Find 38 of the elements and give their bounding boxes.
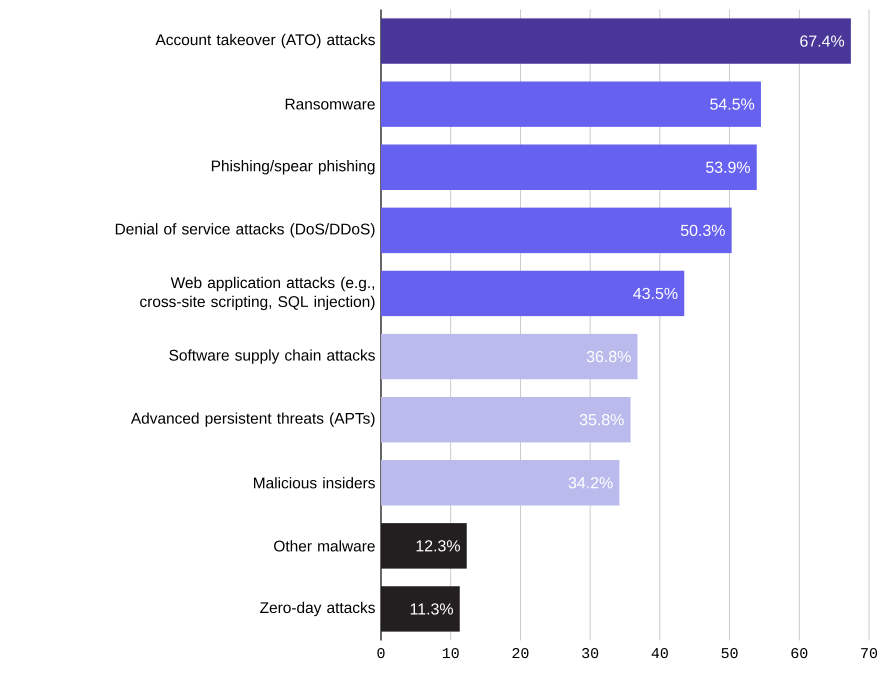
data-label: 11.3%	[410, 603, 454, 615]
bar	[380, 208, 732, 254]
bar	[380, 270, 684, 316]
bar	[380, 523, 467, 569]
y-tick-label: Zero-day attacks	[260, 602, 375, 616]
data-label: 67.4%	[800, 35, 844, 47]
bar	[380, 18, 851, 64]
y-tick-label: Ransomware	[286, 98, 375, 110]
data-label: 35.8%	[580, 414, 624, 426]
y-tick-label: Malicious insiders	[254, 477, 375, 488]
bar	[380, 460, 620, 506]
data-label: 34.2%	[568, 477, 613, 488]
bar	[380, 81, 761, 127]
data-label: 43.5%	[633, 288, 678, 300]
y-tick-label: Advanced persistent threats (APTs)	[130, 412, 375, 427]
bar	[380, 144, 757, 190]
x-tick-label: 20	[512, 648, 528, 658]
x-tick-label: 50	[722, 648, 738, 658]
y-tick-label: Account takeover (ATO) attacks	[156, 34, 375, 48]
y-tick-label: Denial of service attacks (DoS/DDoS)	[116, 223, 374, 238]
y-tick-label: Phishing/spear phishing	[212, 160, 374, 174]
y-tick-label: Web application attacks (e.g., cross-site scripting, SQL injection)	[140, 276, 374, 310]
y-tick-label: Software supply chain attacks	[169, 349, 375, 364]
x-tick-label: 10	[442, 648, 459, 658]
x-tick-label: 70	[861, 648, 878, 658]
bar	[380, 396, 631, 442]
data-label: 12.3%	[416, 540, 460, 552]
bar	[380, 586, 460, 632]
data-label: 54.5%	[710, 98, 754, 110]
data-label: 50.3%	[680, 224, 725, 236]
x-tick-label: 40	[652, 648, 668, 658]
data-label: 53.9%	[706, 162, 750, 173]
x-tick-label: 0	[377, 648, 385, 658]
x-tick-label: 30	[582, 648, 598, 658]
data-label: 36.8%	[586, 350, 631, 362]
x-tick-label: 60	[791, 648, 808, 658]
bar	[380, 334, 638, 380]
y-tick-label: Other malware	[274, 540, 375, 552]
